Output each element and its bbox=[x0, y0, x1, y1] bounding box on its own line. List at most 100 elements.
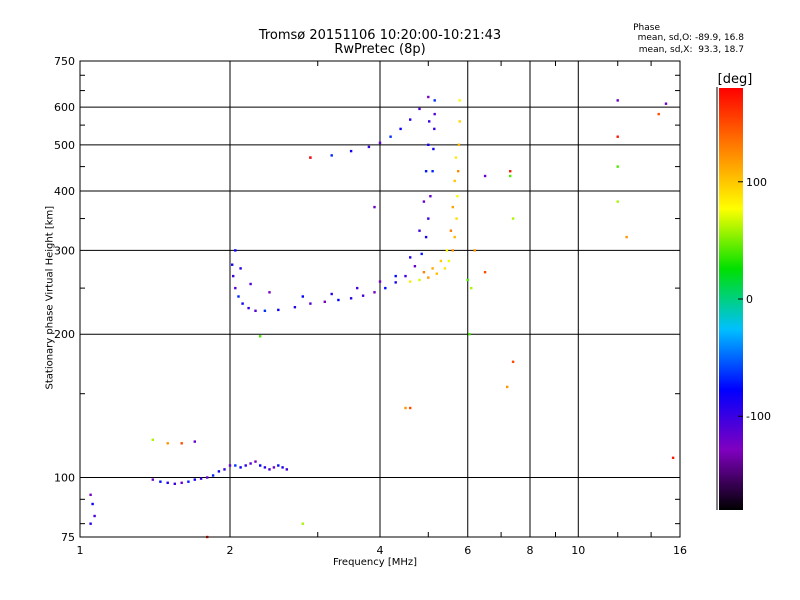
data-point bbox=[231, 263, 234, 266]
data-point bbox=[664, 102, 668, 105]
data-point bbox=[239, 466, 242, 469]
y-tick-label: 600 bbox=[54, 101, 75, 114]
data-point bbox=[378, 141, 382, 144]
y-tick-label: 200 bbox=[54, 328, 75, 341]
data-point bbox=[249, 462, 252, 465]
data-point bbox=[451, 205, 454, 209]
data-point bbox=[361, 294, 365, 297]
data-point bbox=[206, 535, 209, 539]
data-point bbox=[413, 265, 417, 268]
data-point bbox=[151, 478, 154, 481]
data-point bbox=[89, 522, 92, 525]
data-point bbox=[466, 278, 469, 282]
data-point bbox=[93, 514, 96, 518]
data-point bbox=[625, 235, 628, 239]
data-point bbox=[445, 249, 449, 252]
data-point bbox=[206, 476, 209, 479]
data-point bbox=[159, 480, 162, 483]
data-point bbox=[409, 256, 412, 259]
data-point bbox=[457, 170, 460, 173]
data-point bbox=[309, 156, 312, 159]
data-point bbox=[309, 302, 312, 305]
data-point bbox=[433, 112, 436, 116]
data-point bbox=[234, 249, 237, 252]
data-point bbox=[431, 170, 434, 173]
data-point bbox=[349, 149, 353, 153]
data-point bbox=[424, 235, 428, 239]
colorbar-tick-label: -100 bbox=[746, 410, 771, 423]
data-point bbox=[433, 127, 436, 131]
data-point bbox=[451, 249, 454, 252]
data-point bbox=[439, 259, 443, 263]
data-point bbox=[356, 286, 359, 290]
data-point bbox=[409, 118, 412, 121]
data-point bbox=[254, 460, 257, 463]
x-tick-label: 2 bbox=[227, 544, 234, 557]
data-point bbox=[432, 147, 435, 151]
data-point bbox=[616, 165, 619, 168]
data-point bbox=[422, 200, 426, 203]
data-point bbox=[433, 99, 436, 102]
data-point bbox=[424, 170, 428, 173]
data-point bbox=[453, 179, 456, 183]
y-tick-label: 500 bbox=[54, 139, 75, 152]
y-tick-label: 400 bbox=[54, 185, 75, 198]
data-point bbox=[211, 474, 215, 477]
data-point bbox=[399, 127, 402, 131]
data-point bbox=[199, 477, 203, 480]
data-point bbox=[173, 482, 176, 485]
data-point bbox=[447, 259, 451, 263]
data-point bbox=[244, 464, 247, 467]
y-tick-label: 100 bbox=[54, 472, 75, 485]
data-point bbox=[91, 502, 94, 506]
data-point bbox=[657, 112, 660, 116]
data-point bbox=[470, 286, 473, 290]
data-point bbox=[249, 282, 252, 286]
data-point bbox=[228, 464, 232, 467]
data-point bbox=[234, 464, 237, 467]
data-point bbox=[427, 276, 430, 279]
x-tick-label: 8 bbox=[527, 544, 534, 557]
data-point bbox=[247, 306, 250, 310]
data-point bbox=[330, 292, 333, 296]
data-point bbox=[409, 280, 412, 283]
data-point bbox=[457, 143, 461, 146]
x-axis-label: Frequency [MHz] bbox=[333, 557, 418, 568]
data-point bbox=[166, 481, 169, 484]
data-point bbox=[418, 107, 421, 111]
x-tick-label: 4 bbox=[377, 544, 384, 557]
data-point bbox=[453, 235, 456, 239]
data-point bbox=[239, 267, 242, 270]
y-tick-label: 75 bbox=[61, 531, 75, 544]
x-tick-label: 6 bbox=[464, 544, 471, 557]
data-point bbox=[483, 174, 487, 178]
data-point bbox=[420, 252, 423, 256]
data-point bbox=[443, 267, 447, 270]
data-point bbox=[277, 464, 280, 467]
data-point bbox=[349, 297, 353, 300]
colorbar-tick-label: 0 bbox=[746, 293, 753, 306]
data-point bbox=[483, 271, 487, 274]
data-point bbox=[259, 464, 262, 467]
phase-stats-title: Phase bbox=[633, 23, 660, 33]
chart-title: Tromsø 20151106 10:20:00-10:21:43 bbox=[258, 28, 502, 43]
data-point bbox=[263, 466, 267, 469]
data-point bbox=[404, 274, 407, 278]
data-point bbox=[180, 442, 183, 445]
data-point bbox=[616, 99, 619, 102]
data-point bbox=[193, 440, 196, 443]
data-point bbox=[151, 438, 154, 441]
data-point bbox=[259, 335, 262, 338]
data-point bbox=[309, 156, 312, 159]
data-point bbox=[337, 298, 340, 302]
data-point bbox=[384, 286, 387, 290]
data-point bbox=[272, 466, 276, 469]
data-point bbox=[281, 466, 284, 469]
data-point bbox=[671, 456, 675, 459]
data-point bbox=[394, 274, 397, 278]
data-point bbox=[241, 302, 244, 305]
data-point bbox=[435, 272, 438, 275]
plot-frame bbox=[79, 60, 681, 538]
data-point bbox=[285, 468, 288, 471]
data-point bbox=[232, 274, 235, 278]
